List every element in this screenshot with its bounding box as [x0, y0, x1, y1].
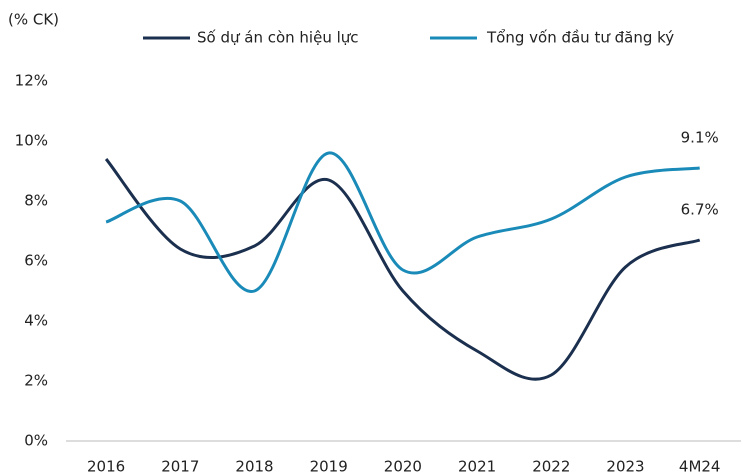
- y-tick-label: 10%: [15, 132, 48, 150]
- y-tick-label: 2%: [24, 372, 48, 390]
- x-tick-label: 4M24: [679, 458, 721, 476]
- y-tick-label: 0%: [24, 432, 48, 450]
- data-label: 6.7%: [681, 201, 719, 219]
- y-tick-label: 12%: [15, 72, 48, 90]
- y-tick-label: 4%: [24, 312, 48, 330]
- y-tick-label: 6%: [24, 252, 48, 270]
- y-axis-label: (% CK): [8, 11, 59, 29]
- y-tick-label: 8%: [24, 192, 48, 210]
- data-label: 9.1%: [681, 129, 719, 147]
- x-tick-label: 2023: [606, 458, 644, 476]
- x-tick-label: 2016: [87, 458, 125, 476]
- x-tick-label: 2020: [384, 458, 422, 476]
- series-line: [104, 158, 701, 381]
- x-tick-label: 2019: [310, 458, 348, 476]
- legend-label: Tổng vốn đầu tư đăng ký: [486, 29, 674, 47]
- x-tick-label: 2018: [235, 458, 273, 476]
- x-tick-label: 2021: [458, 458, 496, 476]
- x-tick-label: 2017: [161, 458, 199, 476]
- x-tick-label: 2022: [532, 458, 570, 476]
- legend-label: Số dự án còn hiệu lực: [197, 29, 359, 47]
- series-line: [105, 151, 700, 293]
